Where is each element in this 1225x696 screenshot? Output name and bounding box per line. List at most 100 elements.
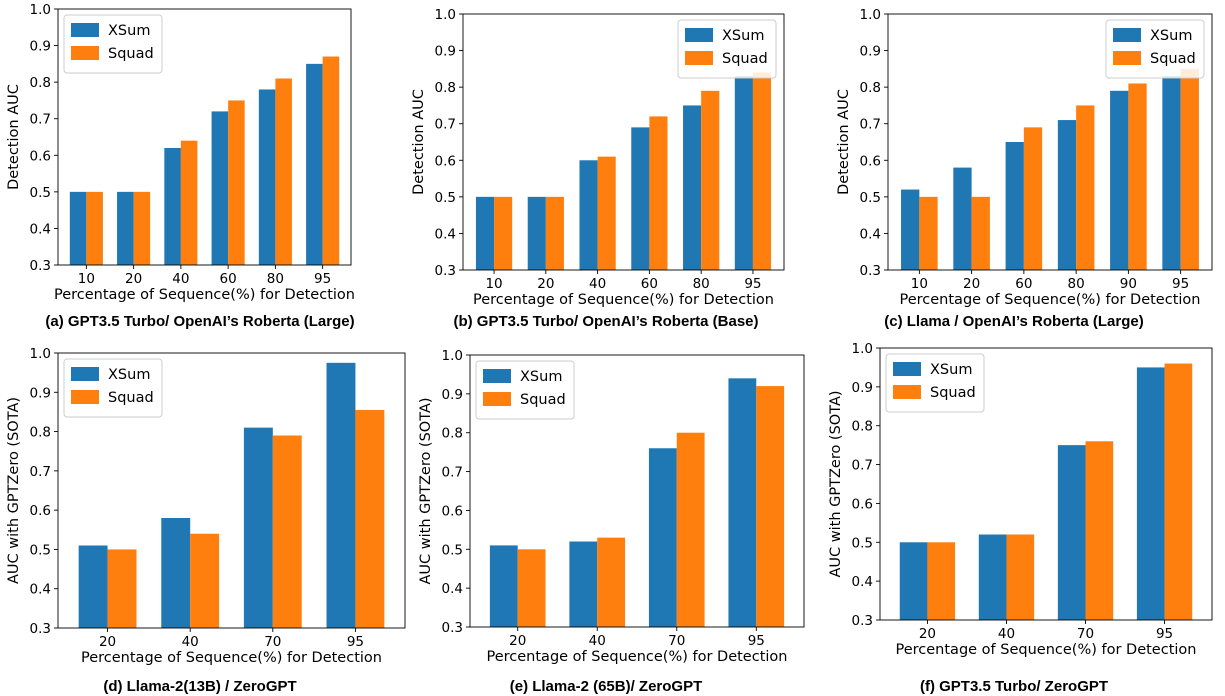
y-tick-label: 0.4 xyxy=(435,226,456,242)
legend-swatch-squad xyxy=(893,385,921,399)
y-tick-label: 0.8 xyxy=(852,419,873,435)
x-tick-label: 95 xyxy=(347,634,364,650)
chart-panel-b: 0.3 0.4 0.5 0.6 0.7 0.8 0.9 1.0 10 20 40 60 80 95 Perc… xyxy=(408,0,818,340)
bar-xsum-90 xyxy=(1110,90,1129,270)
x-tick-label: 40 xyxy=(998,626,1015,642)
y-axis-label: AUC with GPTZero (SOTA) xyxy=(828,390,844,577)
x-axis-label: Percentage of Sequence(%) for Detection xyxy=(900,292,1201,308)
bar-xsum-10 xyxy=(69,191,87,265)
x-axis-label: Percentage of Sequence(%) for Detection xyxy=(896,642,1197,658)
legend-label-squad: Squad xyxy=(108,390,154,406)
legend: XSum Squad xyxy=(475,360,575,420)
legend-label-xsum: XSum xyxy=(930,362,972,378)
y-tick-label: 0.9 xyxy=(435,44,456,60)
x-tick-label: 10 xyxy=(485,276,502,292)
y-axis-label: Detection AUC xyxy=(836,89,852,195)
y-tick-label: 0.9 xyxy=(852,380,873,396)
y-tick-label: 0.4 xyxy=(852,574,873,590)
legend-swatch-xsum xyxy=(483,369,511,383)
y-tick-label: 0.5 xyxy=(30,185,51,201)
y-tick-label: 0.5 xyxy=(860,190,881,206)
legend-swatch-squad xyxy=(71,46,99,60)
chart-e: 0.3 0.4 0.5 0.6 0.7 0.8 0.9 1.0 20 40 70 95Percenta… xyxy=(418,348,805,665)
y-axis-label: Detection AUC xyxy=(6,84,22,190)
legend: XSum Squad xyxy=(677,19,777,79)
chart-panel-f: 0.3 0.4 0.5 0.6 0.7 0.8 0.9 1.0 20 40 70 95 Percenta… xyxy=(815,340,1225,680)
bar-squad-80 xyxy=(701,90,720,270)
bar-xsum-95 xyxy=(1162,76,1181,270)
bar-squad-40 xyxy=(597,156,616,270)
x-tick-label: 70 xyxy=(1077,626,1094,642)
chart-f: 0.3 0.4 0.5 0.6 0.7 0.8 0.9 1.0 20 40 70 95Percenta… xyxy=(828,341,1213,658)
legend-label-xsum: XSum xyxy=(108,23,150,39)
bar-squad-20 xyxy=(107,549,137,628)
x-tick-label: 20 xyxy=(537,276,554,292)
y-tick-label: 1.0 xyxy=(30,346,51,362)
legend-swatch-squad xyxy=(483,392,511,406)
bar-xsum-95 xyxy=(728,378,757,627)
plot-frame xyxy=(462,13,785,271)
bar-squad-60 xyxy=(1023,127,1043,271)
bar-squad-20 xyxy=(517,549,546,627)
y-tick-label: 0.6 xyxy=(860,153,881,169)
bar-squad-95 xyxy=(1180,68,1199,270)
chart-d: 0.3 0.4 0.5 0.6 0.7 0.8 0.9 1.0 20 40 70 95Percenta… xyxy=(6,346,406,666)
y-tick-label: 0.6 xyxy=(852,496,873,512)
plot-frame xyxy=(879,347,1213,621)
y-tick-label: 0.4 xyxy=(860,226,881,242)
y-tick-label: 0.6 xyxy=(442,503,463,519)
bar-squad-70 xyxy=(272,435,302,628)
bar-xsum-80 xyxy=(683,105,702,271)
y-tick-label: 0.7 xyxy=(435,117,456,133)
legend-label-xsum: XSum xyxy=(722,28,764,44)
y-tick-label: 0.8 xyxy=(30,75,51,91)
y-tick-label: 0.4 xyxy=(442,581,463,597)
y-tick-label: 1.0 xyxy=(852,341,873,357)
legend: XSum Squad xyxy=(885,353,985,413)
bar-xsum-60 xyxy=(631,127,650,271)
legend-swatch-xsum xyxy=(685,28,713,42)
chart-panel-d: 0.3 0.4 0.5 0.6 0.7 0.8 0.9 1.0 20 40 70 95 Percenta… xyxy=(0,340,410,680)
x-tick-label: 95 xyxy=(314,271,331,287)
bar-xsum-60 xyxy=(211,111,229,266)
bar-xsum-95 xyxy=(1136,367,1165,620)
x-axis-label: Percentage of Sequence(%) for Detection xyxy=(473,292,774,308)
x-tick-label: 80 xyxy=(267,271,284,287)
x-tick-label: 60 xyxy=(1015,276,1032,292)
y-tick-label: 0.8 xyxy=(860,80,881,96)
legend-label-squad: Squad xyxy=(930,385,976,401)
chart-a: 0.3 0.4 0.5 0.6 0.7 0.8 0.9 1.0 10 20 40 60 80 95Perc… xyxy=(6,2,355,303)
y-tick-label: 0.3 xyxy=(435,263,456,279)
y-tick-label: 0.3 xyxy=(30,258,51,274)
bar-xsum-40 xyxy=(161,518,191,628)
bar-xsum-40 xyxy=(569,541,598,627)
legend-label-squad: Squad xyxy=(108,46,154,62)
x-tick-label: 20 xyxy=(919,626,936,642)
x-tick-label: 60 xyxy=(220,271,237,287)
x-tick-label: 60 xyxy=(641,276,658,292)
caption-c: (c) Llama / OpenAI’s Roberta (Large) xyxy=(884,313,1144,330)
legend-swatch-xsum xyxy=(71,367,99,381)
legend-label-squad: Squad xyxy=(1150,51,1196,67)
legend: XSum Squad xyxy=(63,358,163,418)
y-axis-label: AUC with GPTZero (SOTA) xyxy=(6,397,22,584)
caption-a: (a) GPT3.5 Turbo/ OpenAI’s Roberta (Larg… xyxy=(45,313,355,330)
x-axis-label: Percentage of Sequence(%) for Detection xyxy=(54,287,355,303)
chart-b: 0.3 0.4 0.5 0.6 0.7 0.8 0.9 1.0 10 20 40 60 80 95Perc… xyxy=(411,7,785,308)
bar-xsum-10 xyxy=(901,189,920,270)
legend-swatch-squad xyxy=(71,390,99,404)
bar-squad-20 xyxy=(927,542,956,620)
x-tick-label: 80 xyxy=(1068,276,1085,292)
legend-swatch-xsum xyxy=(71,23,99,37)
bar-squad-80 xyxy=(275,78,292,266)
legend-label-xsum: XSum xyxy=(1150,28,1192,44)
chart-panel-e: 0.3 0.4 0.5 0.6 0.7 0.8 0.9 1.0 20 40 70 95 Percenta… xyxy=(408,340,818,680)
y-tick-label: 0.7 xyxy=(442,465,463,481)
bar-xsum-70 xyxy=(648,448,677,627)
bar-squad-20 xyxy=(133,191,151,265)
legend-swatch-squad xyxy=(1113,51,1141,65)
x-tick-label: 40 xyxy=(589,276,606,292)
y-tick-label: 0.9 xyxy=(860,44,881,60)
bar-squad-60 xyxy=(649,116,668,271)
bar-squad-95 xyxy=(752,72,772,270)
